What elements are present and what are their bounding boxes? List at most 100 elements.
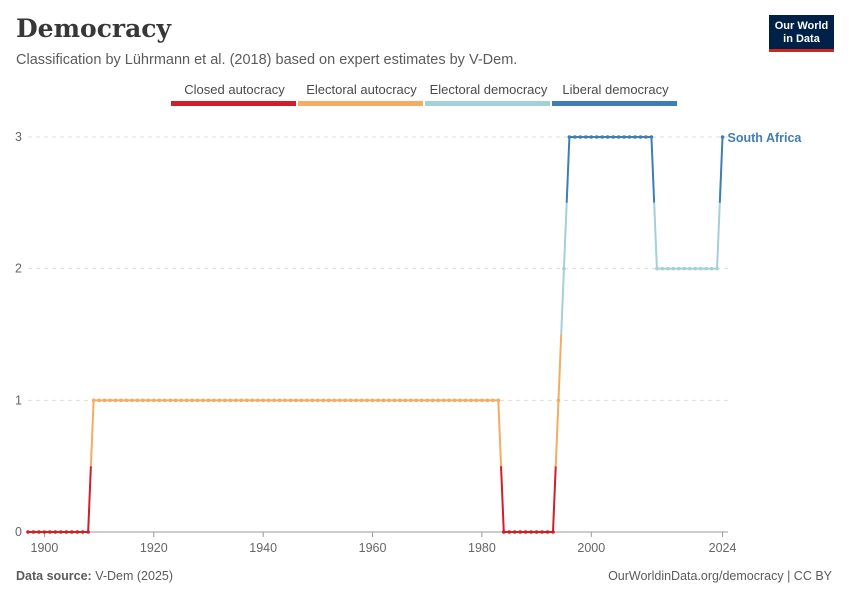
data-point <box>507 530 512 534</box>
x-tick-label: 1940 <box>249 541 277 555</box>
data-point <box>584 135 588 139</box>
legend-swatch <box>298 101 423 106</box>
data-point <box>414 398 419 403</box>
data-point <box>217 398 222 403</box>
data-point <box>141 398 145 403</box>
data-point <box>234 398 238 403</box>
series-line-segment <box>500 466 505 533</box>
legend-label: Electoral autocracy <box>306 82 417 97</box>
series-line-segment <box>650 136 656 203</box>
data-point <box>671 266 676 271</box>
data-point <box>578 135 583 139</box>
data-point <box>666 266 670 271</box>
data-point <box>206 398 211 403</box>
series-line-segment <box>653 202 658 269</box>
data-point <box>436 398 440 403</box>
data-point <box>168 398 172 403</box>
data-point <box>119 398 123 403</box>
data-point <box>294 398 298 403</box>
footer-link[interactable]: OurWorldinData.org/democracy | CC BY <box>608 569 832 583</box>
data-point <box>441 398 446 403</box>
data-point <box>184 398 189 403</box>
data-point <box>332 398 337 403</box>
data-point <box>447 398 451 403</box>
data-point <box>26 530 30 534</box>
data-point <box>704 266 708 271</box>
data-point <box>97 398 101 403</box>
x-tick-label: 2000 <box>577 541 605 555</box>
owid-logo[interactable]: Our World in Data <box>769 15 834 52</box>
chart-subtitle: Classification by Lührmann et al. (2018)… <box>16 52 518 68</box>
data-point <box>299 398 304 403</box>
data-point <box>343 398 347 403</box>
data-point <box>53 530 58 534</box>
data-point <box>534 530 539 534</box>
data-point <box>162 398 167 403</box>
data-point <box>326 398 331 403</box>
data-point <box>190 398 194 403</box>
x-tick-label: 1900 <box>31 541 59 555</box>
data-point <box>310 398 315 403</box>
data-point <box>409 398 413 403</box>
series-line-segment <box>716 202 721 269</box>
data-point <box>69 530 74 534</box>
data-point <box>463 398 468 403</box>
series-end-label: South Africa <box>728 131 803 145</box>
data-point <box>365 398 369 403</box>
data-point <box>474 398 479 403</box>
data-point <box>37 530 41 534</box>
data-point <box>135 398 140 403</box>
data-point <box>316 398 320 403</box>
data-point <box>283 398 287 403</box>
series-line-segment <box>718 136 724 203</box>
data-point <box>627 135 632 139</box>
data-point <box>244 398 249 403</box>
data-point <box>31 530 36 534</box>
data-point <box>660 266 665 271</box>
x-tick-label: 1920 <box>140 541 168 555</box>
data-source: Data source: V-Dem (2025) <box>16 569 173 583</box>
data-point <box>376 398 380 403</box>
series-line-segment <box>565 136 571 203</box>
legend-swatch <box>552 101 677 106</box>
series-line-segment <box>87 466 92 533</box>
data-point <box>272 398 276 403</box>
data-point <box>80 530 85 534</box>
data-point <box>86 530 90 534</box>
data-point <box>458 398 462 403</box>
data-point <box>288 398 293 403</box>
data-point <box>655 266 659 271</box>
data-point <box>501 530 506 534</box>
data-point <box>633 135 637 139</box>
data-point <box>496 398 501 403</box>
data-point <box>518 530 522 534</box>
data-point <box>567 135 572 139</box>
data-point <box>682 266 687 271</box>
data-point <box>698 266 703 271</box>
legend-label: Liberal democracy <box>562 82 669 97</box>
series-line-segment <box>554 400 560 467</box>
data-point <box>179 398 183 403</box>
data-source-label: Data source: <box>16 569 92 583</box>
data-point <box>398 398 402 403</box>
data-point <box>102 398 107 403</box>
data-point <box>573 135 577 139</box>
chart-title: Democracy <box>16 14 172 43</box>
data-point <box>354 398 358 403</box>
y-tick-label: 1 <box>15 393 22 407</box>
data-point <box>64 530 69 534</box>
data-point <box>480 398 484 403</box>
data-point <box>223 398 227 403</box>
data-point <box>523 530 528 534</box>
data-point <box>59 530 63 534</box>
legend-label: Electoral democracy <box>430 82 548 97</box>
x-tick-label: 2024 <box>709 541 737 555</box>
data-point <box>605 135 610 139</box>
data-point <box>195 398 200 403</box>
data-point <box>638 135 643 139</box>
data-point <box>622 135 626 139</box>
data-point <box>277 398 282 403</box>
data-point <box>491 398 495 403</box>
data-point <box>266 398 271 403</box>
